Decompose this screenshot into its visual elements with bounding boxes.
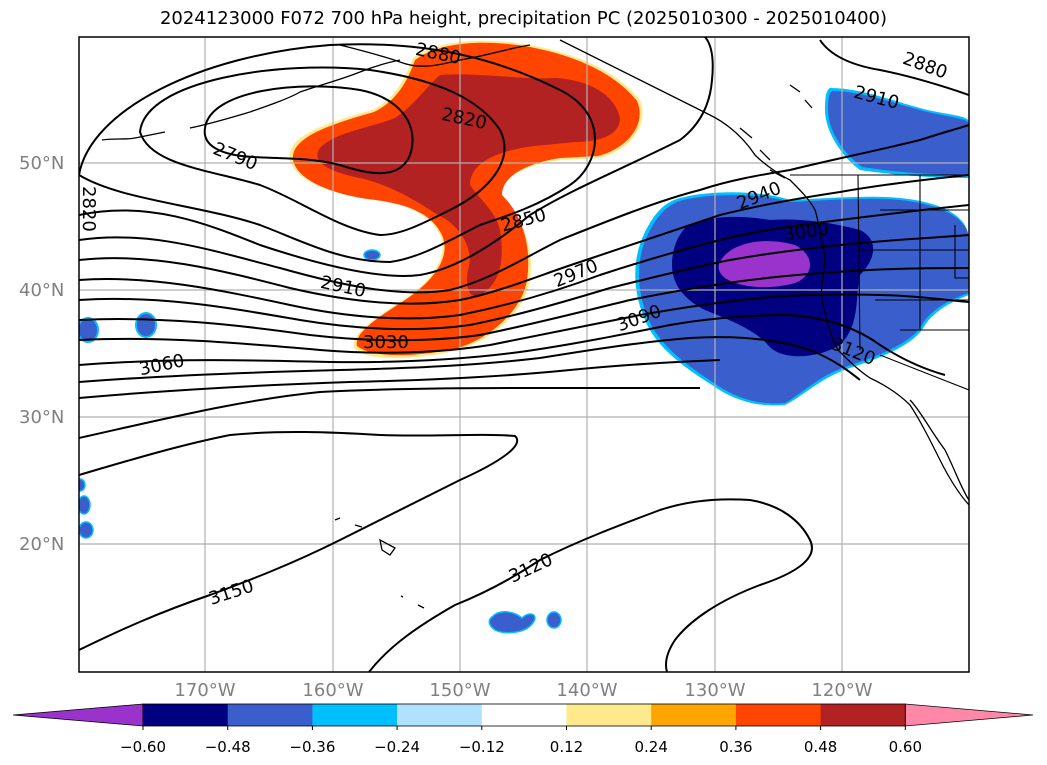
colorbar-swatch — [566, 704, 652, 726]
colorbar-swatch — [481, 704, 567, 726]
colorbar-tick-label: 0.12 — [550, 738, 583, 756]
colorbar-tick-label: 0.24 — [634, 738, 667, 756]
lon-label: 170°W — [174, 680, 235, 701]
lat-label: 50°N — [19, 153, 64, 174]
lon-label: 120°W — [811, 680, 872, 701]
lon-label: 140°W — [556, 680, 617, 701]
contour-label: 3120 — [506, 549, 556, 587]
colorbar-swatch — [227, 704, 313, 726]
contour-label: 3030 — [363, 332, 409, 353]
colorbar-tick-label: 0.48 — [804, 738, 837, 756]
lat-label: 40°N — [19, 280, 64, 301]
colorbar-extend-max — [904, 703, 1034, 727]
colorbar-swatch — [397, 704, 483, 726]
contour-label: 2910 — [319, 272, 368, 302]
colorbar-tick-label: 0.60 — [889, 738, 922, 756]
colorbar-swatch — [143, 704, 229, 726]
contour-label: 2880 — [900, 48, 950, 83]
colorbar-tick-label: 0.36 — [719, 738, 752, 756]
contour-label: 3150 — [206, 576, 256, 610]
colorbar-tick-label: −0.60 — [120, 738, 166, 756]
contour-label: 2820 — [78, 186, 99, 232]
lon-label: 130°W — [684, 680, 745, 701]
lat-label: 30°N — [19, 407, 64, 428]
colorbar-extend-min — [12, 703, 144, 727]
contour-label: 2790 — [210, 138, 260, 175]
colorbar-swatch — [735, 704, 822, 726]
positive-anomaly-region — [289, 40, 643, 359]
lon-label: 150°W — [429, 680, 490, 701]
contour-label: 2970 — [551, 255, 601, 292]
map-title: 2024123000 F072 700 hPa height, precipit… — [159, 8, 888, 29]
colorbar: −0.60 −0.48 −0.36 −0.24 −0.12 0.12 0.24 0.36 0.4… — [12, 703, 1034, 756]
colorbar-swatch — [651, 704, 737, 726]
lat-label: 20°N — [19, 534, 64, 555]
colorbar-outline — [142, 703, 906, 727]
latitude-labels: 50°N 40°N 30°N 20°N — [19, 153, 64, 555]
colorbar-tick-label: −0.48 — [205, 738, 251, 756]
lon-label: 160°W — [302, 680, 363, 701]
colorbar-swatch — [820, 704, 906, 726]
height-contours — [79, 37, 969, 672]
coastlines — [101, 39, 969, 609]
colorbar-swatch — [312, 704, 398, 726]
longitude-labels: 170°W 160°W 150°W 140°W 130°W 120°W — [174, 680, 872, 701]
map-frame — [78, 36, 970, 673]
colorbar-tick-label: −0.12 — [459, 738, 505, 756]
colorbar-tick-label: −0.24 — [374, 738, 420, 756]
colorbar-tick-label: −0.36 — [289, 738, 335, 756]
